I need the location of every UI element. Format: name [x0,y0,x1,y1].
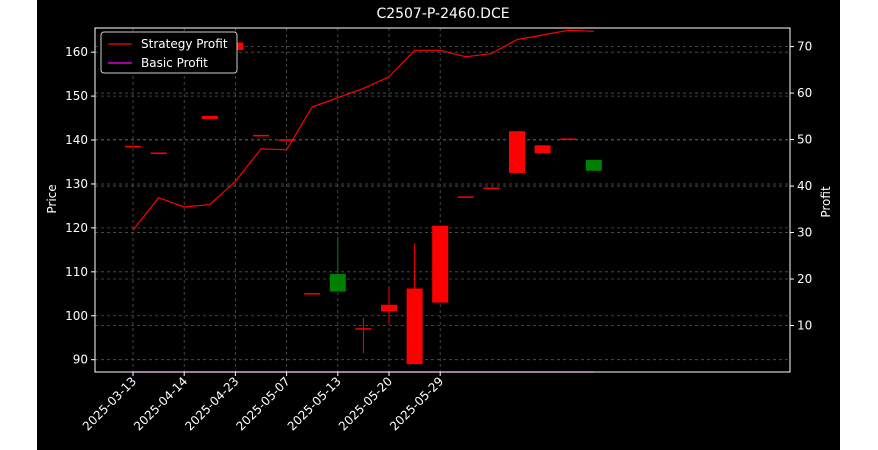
candle-body [125,145,141,148]
candle-body [457,196,474,198]
candle-body [534,145,551,154]
candle [278,139,295,141]
candle-body [381,304,397,312]
candle-body [355,328,372,330]
legend-box [100,31,238,74]
chart-title: C2507-P-2460.DCE [376,6,509,22]
right-tick-label: 70 [797,40,812,54]
right-tick-label: 60 [797,86,812,100]
right-tick-label: 50 [797,133,812,147]
plot-area [95,28,790,372]
candle-body [406,288,423,365]
candle [509,131,525,173]
candle-body [585,159,602,171]
left-axis-label: Price [45,184,59,213]
candle [432,225,449,303]
left-tick-label: 110 [65,265,88,279]
candle [406,243,423,365]
left-tick-label: 90 [73,353,88,367]
left-tick-label: 100 [65,309,88,323]
candle [585,159,602,171]
candle [304,293,321,295]
candle-body [150,152,167,154]
candle-body [278,139,295,141]
candle-body [304,293,321,295]
candle [329,236,346,292]
right-tick-label: 40 [797,179,812,193]
candle [534,145,551,154]
candle [483,187,500,190]
candle [253,134,269,137]
candle [150,152,167,154]
legend: Strategy Profit Basic Profit [100,31,238,74]
candle-body [253,134,269,137]
left-tick-label: 130 [65,177,88,191]
candle-body [432,225,449,303]
right-axis-ticks: 10 20 30 40 50 60 70 [790,40,812,333]
legend-label-strategy: Strategy Profit [141,37,228,51]
candle-body [329,274,346,292]
candle-body [560,138,577,140]
candle-body [509,131,525,173]
right-tick-label: 10 [797,319,812,333]
candles [125,42,602,365]
right-axis-label: Profit [819,186,833,218]
candle [381,287,397,325]
candle-body [483,187,500,190]
left-axis-ticks: 90 100 110 120 130 140 150 160 [65,45,95,367]
series-line [132,29,594,231]
left-tick-label: 120 [65,221,88,235]
candle [125,145,141,148]
plot-frame [94,27,791,373]
candle-body [201,115,218,119]
candle [201,115,218,119]
left-tick-label: 160 [65,45,88,59]
left-tick-label: 150 [65,89,88,103]
candle [457,196,474,198]
candle [560,138,577,140]
legend-label-basic: Basic Profit [141,56,208,70]
right-tick-label: 20 [797,272,812,286]
candle [355,317,372,354]
left-tick-label: 140 [65,133,88,147]
right-tick-label: 30 [797,226,812,240]
